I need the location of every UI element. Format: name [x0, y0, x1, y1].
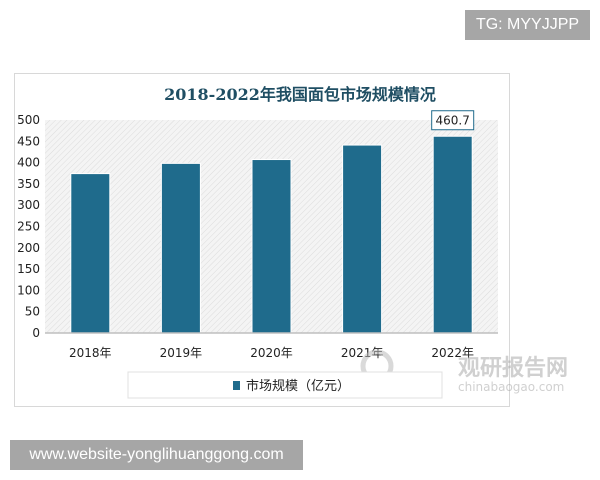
y-tick-label: 200	[17, 241, 40, 255]
y-tick-label: 350	[17, 177, 40, 191]
x-tick-label: 2018年	[69, 346, 112, 360]
legend-swatch	[233, 381, 240, 390]
chart-frame	[14, 73, 510, 407]
y-tick-label: 300	[17, 198, 40, 212]
x-tick-label: 2022年	[431, 346, 474, 360]
data-label-box	[431, 110, 475, 131]
y-tick-label: 50	[25, 305, 40, 319]
bar	[343, 145, 382, 333]
bar	[71, 174, 110, 333]
watermark-en: chinabaogao.com	[458, 380, 564, 394]
x-tick-label: 2021年	[341, 346, 384, 360]
legend-label: 市场规模（亿元）	[246, 378, 350, 394]
legend-box	[127, 371, 443, 399]
data-label: 460.7	[436, 114, 470, 128]
bar	[433, 136, 472, 333]
watermark-cn: 观研报告网	[458, 356, 568, 381]
y-tick-label: 450	[17, 134, 40, 148]
x-tick-label: 2020年	[250, 346, 293, 360]
x-tick-label: 2019年	[160, 346, 203, 360]
tg-tag: TG: MYYJJPP	[465, 10, 590, 40]
y-tick-label: 250	[17, 220, 40, 234]
bar	[161, 163, 200, 333]
y-tick-label: 0	[32, 326, 40, 340]
bar	[252, 160, 291, 333]
y-tick-label: 150	[17, 262, 40, 276]
chart-title: 2018-2022年我国面包市场规模情况	[164, 85, 436, 104]
y-tick-label: 400	[17, 156, 40, 170]
y-tick-label: 100	[17, 283, 40, 297]
website-banner: www.website-yonglihuanggong.com	[10, 440, 303, 470]
y-tick-label: 500	[17, 113, 40, 127]
